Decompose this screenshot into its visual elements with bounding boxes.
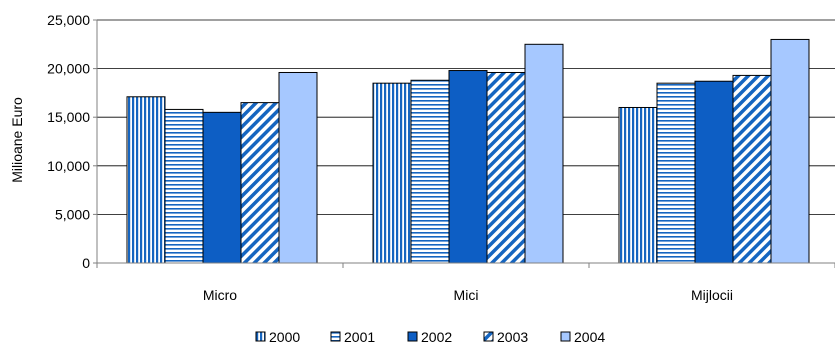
legend-swatch bbox=[330, 331, 341, 342]
plot-area bbox=[93, 19, 835, 268]
bar-mijlocii-2003 bbox=[732, 74, 772, 264]
bar-mijlocii-2000 bbox=[618, 106, 658, 264]
bar-micro-2004 bbox=[278, 71, 318, 264]
bar-micro-2001 bbox=[164, 108, 204, 264]
bar-mici-2003 bbox=[486, 71, 526, 264]
legend-item-2002: 2002 bbox=[407, 329, 452, 345]
bars bbox=[126, 38, 810, 264]
legend-label: 2002 bbox=[421, 329, 452, 345]
legend-label: 2000 bbox=[269, 329, 300, 345]
y-tick-label: 5,000 bbox=[55, 206, 90, 222]
bar-micro-2003 bbox=[240, 102, 280, 264]
legend-item-2000: 2000 bbox=[255, 329, 300, 345]
legend: 2000 2001 2002 2003 2004 bbox=[255, 329, 605, 345]
legend-item-2004: 2004 bbox=[560, 329, 605, 345]
bar-micro-2000 bbox=[126, 96, 166, 264]
bar-mici-2001 bbox=[410, 79, 450, 264]
bar-mici-2004 bbox=[524, 43, 564, 264]
axes bbox=[93, 19, 835, 268]
bar-micro-2002 bbox=[202, 111, 242, 264]
x-category-label: Mici bbox=[454, 287, 479, 303]
y-tick-label: 20,000 bbox=[47, 61, 90, 77]
legend-item-2001: 2001 bbox=[330, 329, 375, 345]
y-axis-title: Milioane Euro bbox=[9, 97, 25, 183]
legend-label: 2004 bbox=[574, 329, 605, 345]
y-tick-label: 25,000 bbox=[47, 12, 90, 28]
x-category-labels: Micro Mici Mijlocii bbox=[203, 287, 733, 303]
y-tick-label: 10,000 bbox=[47, 158, 90, 174]
bar-mijlocii-2002 bbox=[694, 80, 734, 264]
legend-item-2003: 2003 bbox=[483, 329, 528, 345]
legend-label: 2001 bbox=[344, 329, 375, 345]
legend-label: 2003 bbox=[497, 329, 528, 345]
x-category-label: Mijlocii bbox=[691, 287, 733, 303]
y-tick-labels: 0 5,000 10,000 15,000 20,000 25,000 bbox=[47, 12, 90, 271]
bar-mici-2002 bbox=[448, 70, 488, 264]
x-category-label: Micro bbox=[203, 287, 237, 303]
legend-swatch bbox=[407, 331, 418, 342]
bar-mijlocii-2004 bbox=[770, 38, 810, 264]
y-tick-label: 0 bbox=[82, 255, 90, 271]
bar-mici-2000 bbox=[372, 82, 412, 264]
bar-mijlocii-2001 bbox=[656, 82, 696, 264]
legend-swatch bbox=[483, 331, 494, 342]
y-tick-label: 15,000 bbox=[47, 109, 90, 125]
legend-swatch bbox=[560, 331, 571, 342]
legend-swatch bbox=[255, 331, 266, 342]
